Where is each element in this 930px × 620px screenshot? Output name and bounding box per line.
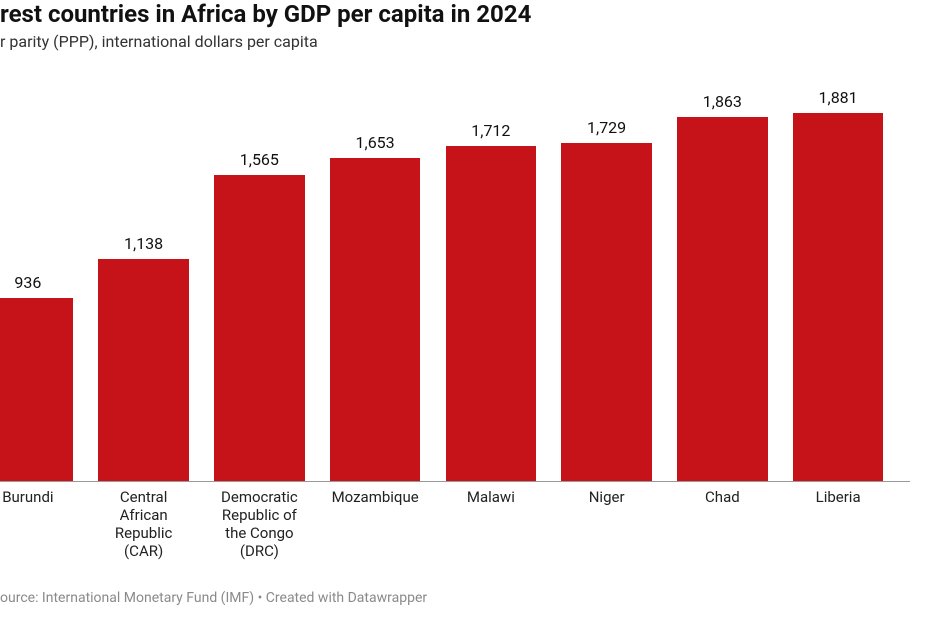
- x-axis-label: Mozambique: [317, 488, 433, 506]
- x-axis-label: CentralAfricanRepublic(CAR): [86, 488, 202, 560]
- chart-source: ource: International Monetary Fund (IMF)…: [0, 590, 427, 606]
- bar-value-label: 1,138: [98, 234, 188, 259]
- bar: 1,653: [330, 158, 420, 481]
- bar: 1,712: [446, 146, 536, 481]
- bar: 1,729: [561, 143, 651, 481]
- x-axis-label: Niger: [549, 488, 665, 506]
- bar-value-label: 1,712: [446, 121, 536, 146]
- bar-value-label: 1,729: [561, 118, 651, 143]
- x-axis-label: Malawi: [433, 488, 549, 506]
- chart-title: rest countries in Africa by GDP per capi…: [0, 0, 930, 28]
- x-axis-label: Chad: [665, 488, 781, 506]
- bar-value-label: 936: [0, 273, 73, 298]
- x-axis-label: DemocraticRepublic ofthe Congo(DRC): [202, 488, 318, 560]
- x-axis-label: Burundi: [0, 488, 86, 506]
- bar: 1,863: [677, 117, 767, 481]
- bar-value-label: 1,863: [677, 92, 767, 117]
- bar: 1,138: [98, 259, 188, 481]
- bar: 1,565: [214, 175, 304, 481]
- bar: 936: [0, 298, 73, 481]
- bar-value-label: 1,565: [214, 150, 304, 175]
- plot-area: 936 1,138 1,565 1,653 1,712 1,729 1,863 1,881: [0, 90, 910, 482]
- bar-value-label: 1,881: [793, 88, 883, 113]
- x-axis-label: Liberia: [780, 488, 896, 506]
- x-axis-labels: BurundiCentralAfricanRepublic(CAR)Democr…: [0, 488, 910, 566]
- bar: 1,881: [793, 113, 883, 481]
- chart-subtitle: r parity (PPP), international dollars pe…: [0, 32, 930, 51]
- bar-value-label: 1,653: [330, 133, 420, 158]
- chart-area: 936 1,138 1,565 1,653 1,712 1,729 1,863 1,881 B…: [0, 90, 910, 560]
